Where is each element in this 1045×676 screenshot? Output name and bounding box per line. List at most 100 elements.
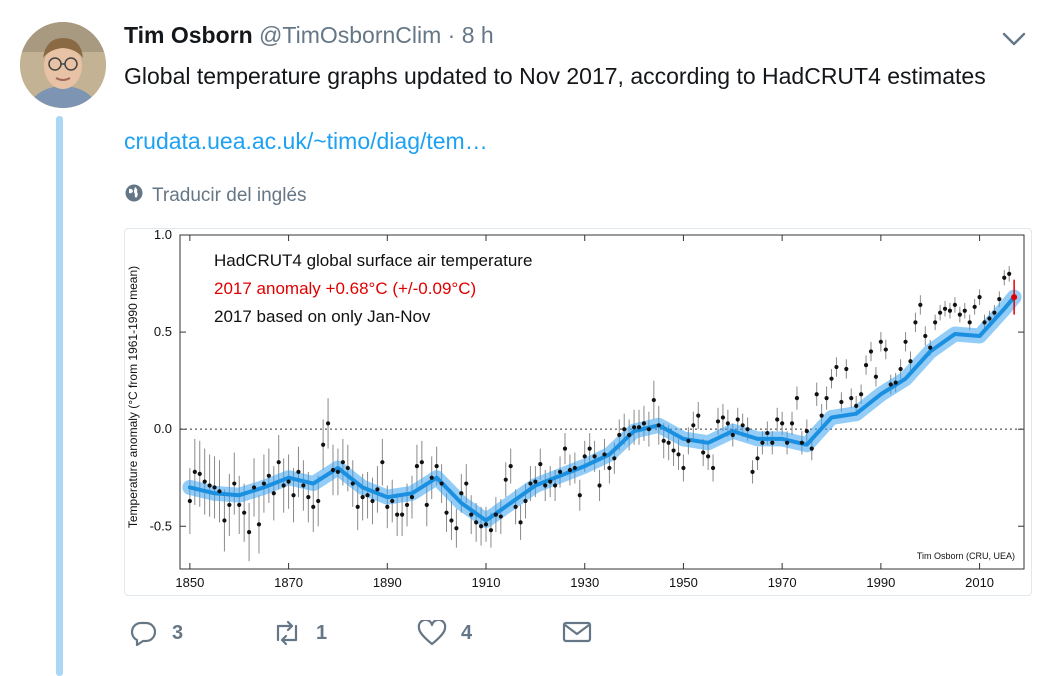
tweet-link[interactable]: crudata.uea.ac.uk/~timo/diag/tem…: [124, 128, 488, 154]
data-point: [780, 421, 785, 426]
data-point: [844, 366, 849, 372]
data-point: [207, 483, 212, 488]
data-point: [651, 397, 656, 403]
data-point: [256, 522, 262, 527]
data-point: [340, 460, 345, 465]
data-point: [992, 310, 997, 315]
data-point: [854, 403, 859, 408]
tweet-text: Global temperature graphs updated to Nov…: [124, 63, 986, 89]
avatar[interactable]: [20, 22, 106, 108]
data-point: [607, 465, 612, 471]
data-point: [770, 440, 775, 445]
data-point: [311, 504, 316, 509]
data-point: [617, 432, 622, 438]
data-point: [266, 473, 271, 478]
data-point: [365, 493, 370, 498]
author-handle[interactable]: @TimOsbornClim: [259, 22, 442, 48]
thread-line: [56, 116, 63, 676]
data-point: [474, 520, 479, 525]
data-point: [750, 469, 755, 475]
data-point: [760, 440, 765, 445]
data-point: [395, 512, 400, 517]
data-point: [251, 485, 257, 490]
data-point: [330, 467, 336, 473]
tweet-header: Tim Osborn @TimOsbornClim · 8 h: [124, 22, 494, 49]
data-point: [237, 502, 242, 508]
data-point: [192, 469, 197, 475]
data-point: [878, 339, 883, 344]
data-point: [587, 446, 592, 451]
data-point: [888, 382, 893, 387]
data-point: [868, 349, 874, 354]
data-point: [212, 485, 217, 490]
data-point: [937, 310, 943, 315]
like-button[interactable]: 4: [417, 620, 472, 646]
data-point: [967, 320, 972, 325]
plot-frame: [179, 234, 1025, 570]
data-point: [706, 454, 711, 459]
data-point: [543, 483, 548, 488]
y-tick-label: 0.0: [154, 421, 172, 436]
data-point-2017: [1011, 294, 1018, 301]
smoothed-band: [182, 289, 1022, 528]
tweet-media-chart[interactable]: 1.0 0.5 0.0 -0.5 1850 1870 1890 1910 1930 1950 19…: [124, 228, 1032, 596]
translate-link[interactable]: Traducir del inglés: [124, 183, 307, 209]
data-point: [246, 530, 252, 535]
data-point: [784, 440, 790, 445]
data-point: [602, 452, 607, 457]
data-point: [404, 502, 410, 508]
x-tick-label: 1950: [669, 575, 698, 590]
data-point: [454, 526, 459, 531]
data-point: [765, 430, 770, 436]
data-point: [548, 479, 553, 484]
data-point: [656, 423, 661, 428]
reply-button[interactable]: 3: [130, 620, 183, 646]
y-tick-label: 0.5: [154, 324, 172, 339]
data-point: [390, 498, 395, 504]
data-point: [730, 432, 735, 438]
data-point: [375, 487, 380, 492]
data-point: [306, 495, 311, 500]
data-point: [745, 427, 750, 432]
x-tick-label: 1990: [866, 575, 895, 590]
data-point: [409, 495, 415, 500]
data-point: [281, 483, 286, 488]
data-point: [1002, 275, 1007, 280]
data-point: [952, 302, 958, 308]
timestamp[interactable]: 8 h: [461, 22, 494, 48]
data-point: [982, 320, 987, 325]
data-point: [483, 522, 489, 527]
translate-label: Traducir del inglés: [152, 185, 307, 206]
like-count: 4: [461, 621, 473, 644]
envelope-icon: [562, 620, 592, 644]
data-point: [316, 498, 321, 504]
data-point: [883, 347, 888, 352]
data-point: [666, 440, 671, 445]
data-point: [434, 463, 439, 469]
data-point: [863, 363, 869, 368]
author-name[interactable]: Tim Osborn: [124, 22, 253, 48]
data-point: [997, 296, 1002, 302]
data-point: [612, 456, 617, 461]
data-point: [873, 374, 879, 379]
direct-message-button[interactable]: [562, 620, 592, 644]
data-point: [222, 518, 227, 523]
data-point: [380, 460, 385, 465]
data-point: [918, 302, 923, 308]
data-point: [681, 465, 686, 471]
data-point: [735, 417, 740, 422]
heart-icon: [417, 620, 447, 646]
chevron-down-icon[interactable]: [1000, 28, 1028, 50]
data-point: [859, 392, 864, 397]
data-point: [834, 364, 839, 370]
data-point: [839, 399, 844, 405]
data-point: [622, 427, 627, 432]
retweet-button[interactable]: 1: [272, 620, 327, 646]
retweet-count: 1: [316, 621, 328, 644]
data-point: [636, 425, 642, 430]
data-point: [429, 475, 434, 480]
retweet-icon: [272, 620, 302, 646]
data-point: [227, 502, 232, 508]
data-point: [355, 504, 360, 509]
data-point: [503, 477, 508, 482]
